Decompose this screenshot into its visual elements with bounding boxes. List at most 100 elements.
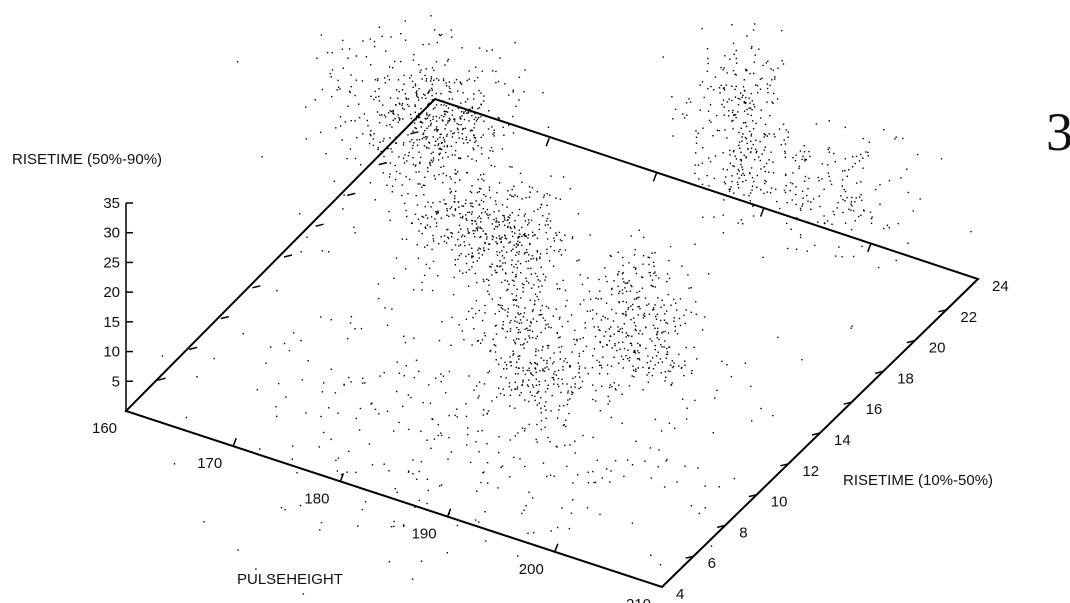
data-point (442, 137, 445, 139)
data-point (500, 307, 502, 309)
data-point (346, 471, 348, 473)
data-point (617, 274, 619, 276)
data-point (771, 101, 773, 103)
data-point (547, 323, 549, 325)
data-point (424, 117, 426, 120)
data-point (665, 322, 667, 324)
data-point (664, 313, 666, 315)
data-point (435, 222, 438, 224)
data-point (465, 415, 468, 418)
data-point (606, 468, 608, 470)
data-point (546, 238, 549, 240)
data-point (331, 69, 334, 71)
data-point (522, 287, 524, 289)
data-point (764, 134, 766, 136)
data-point (723, 87, 725, 89)
data-point (547, 347, 549, 349)
data-point (583, 299, 585, 301)
data-point (437, 212, 439, 214)
data-point (431, 94, 433, 97)
data-point (431, 83, 433, 86)
data-point (407, 394, 410, 396)
data-point (442, 79, 445, 82)
data-point (647, 355, 649, 357)
data-point (478, 116, 480, 119)
data-point (670, 384, 672, 386)
data-point (420, 108, 422, 110)
data-point (488, 157, 490, 159)
data-point (630, 235, 632, 237)
data-point (527, 329, 529, 331)
data-point (390, 36, 392, 38)
data-point (515, 263, 517, 266)
data-point (412, 86, 414, 88)
data-point (546, 362, 548, 364)
data-point (522, 367, 524, 369)
data-point (458, 254, 461, 257)
data-point (477, 397, 479, 399)
data-point (522, 370, 524, 372)
data-point (795, 203, 797, 206)
data-point (440, 434, 443, 437)
data-point (617, 251, 619, 254)
data-point (431, 161, 434, 163)
data-point (468, 232, 471, 234)
data-point (435, 115, 438, 118)
data-point (632, 308, 634, 311)
data-point (610, 255, 612, 257)
data-point (738, 170, 740, 172)
data-point (772, 161, 774, 163)
data-point (390, 526, 393, 528)
data-point (330, 76, 332, 78)
data-point (657, 297, 659, 299)
y-tick-mark (780, 463, 789, 467)
data-point (515, 366, 517, 369)
data-point (538, 223, 540, 226)
data-point (460, 253, 462, 255)
data-point (497, 363, 500, 366)
data-point (529, 191, 531, 193)
data-point (759, 141, 761, 143)
data-point (521, 427, 524, 429)
data-point (495, 271, 497, 274)
data-point (537, 286, 540, 288)
data-point (499, 297, 502, 299)
data-point (526, 384, 529, 386)
data-point (665, 460, 667, 462)
data-point (732, 119, 734, 122)
data-point (420, 223, 422, 225)
data-point (651, 340, 653, 342)
data-point (666, 347, 668, 350)
data-point (652, 309, 654, 311)
data-point (503, 394, 505, 396)
data-point (461, 133, 463, 135)
data-point (471, 344, 473, 346)
data-point (389, 110, 391, 112)
data-point (459, 179, 461, 181)
data-point (425, 118, 427, 120)
data-point (819, 205, 821, 208)
data-point (860, 193, 862, 196)
data-point (496, 271, 498, 274)
data-point (413, 53, 415, 56)
y-tick-label: 14 (834, 432, 851, 449)
data-point (574, 329, 576, 332)
data-point (570, 512, 573, 514)
data-point (529, 243, 531, 246)
data-point (483, 173, 485, 175)
data-point (740, 159, 743, 161)
data-point (296, 472, 298, 474)
data-point (666, 458, 668, 461)
data-point (578, 352, 581, 355)
data-point (467, 155, 469, 157)
data-point (684, 364, 686, 366)
data-point (426, 224, 429, 226)
data-point (561, 378, 563, 380)
data-point (536, 251, 539, 253)
data-point (745, 138, 748, 140)
y-tick-mark (811, 432, 821, 436)
data-point (741, 140, 743, 142)
data-point (734, 88, 736, 90)
data-point (528, 369, 530, 372)
data-point (808, 150, 810, 153)
